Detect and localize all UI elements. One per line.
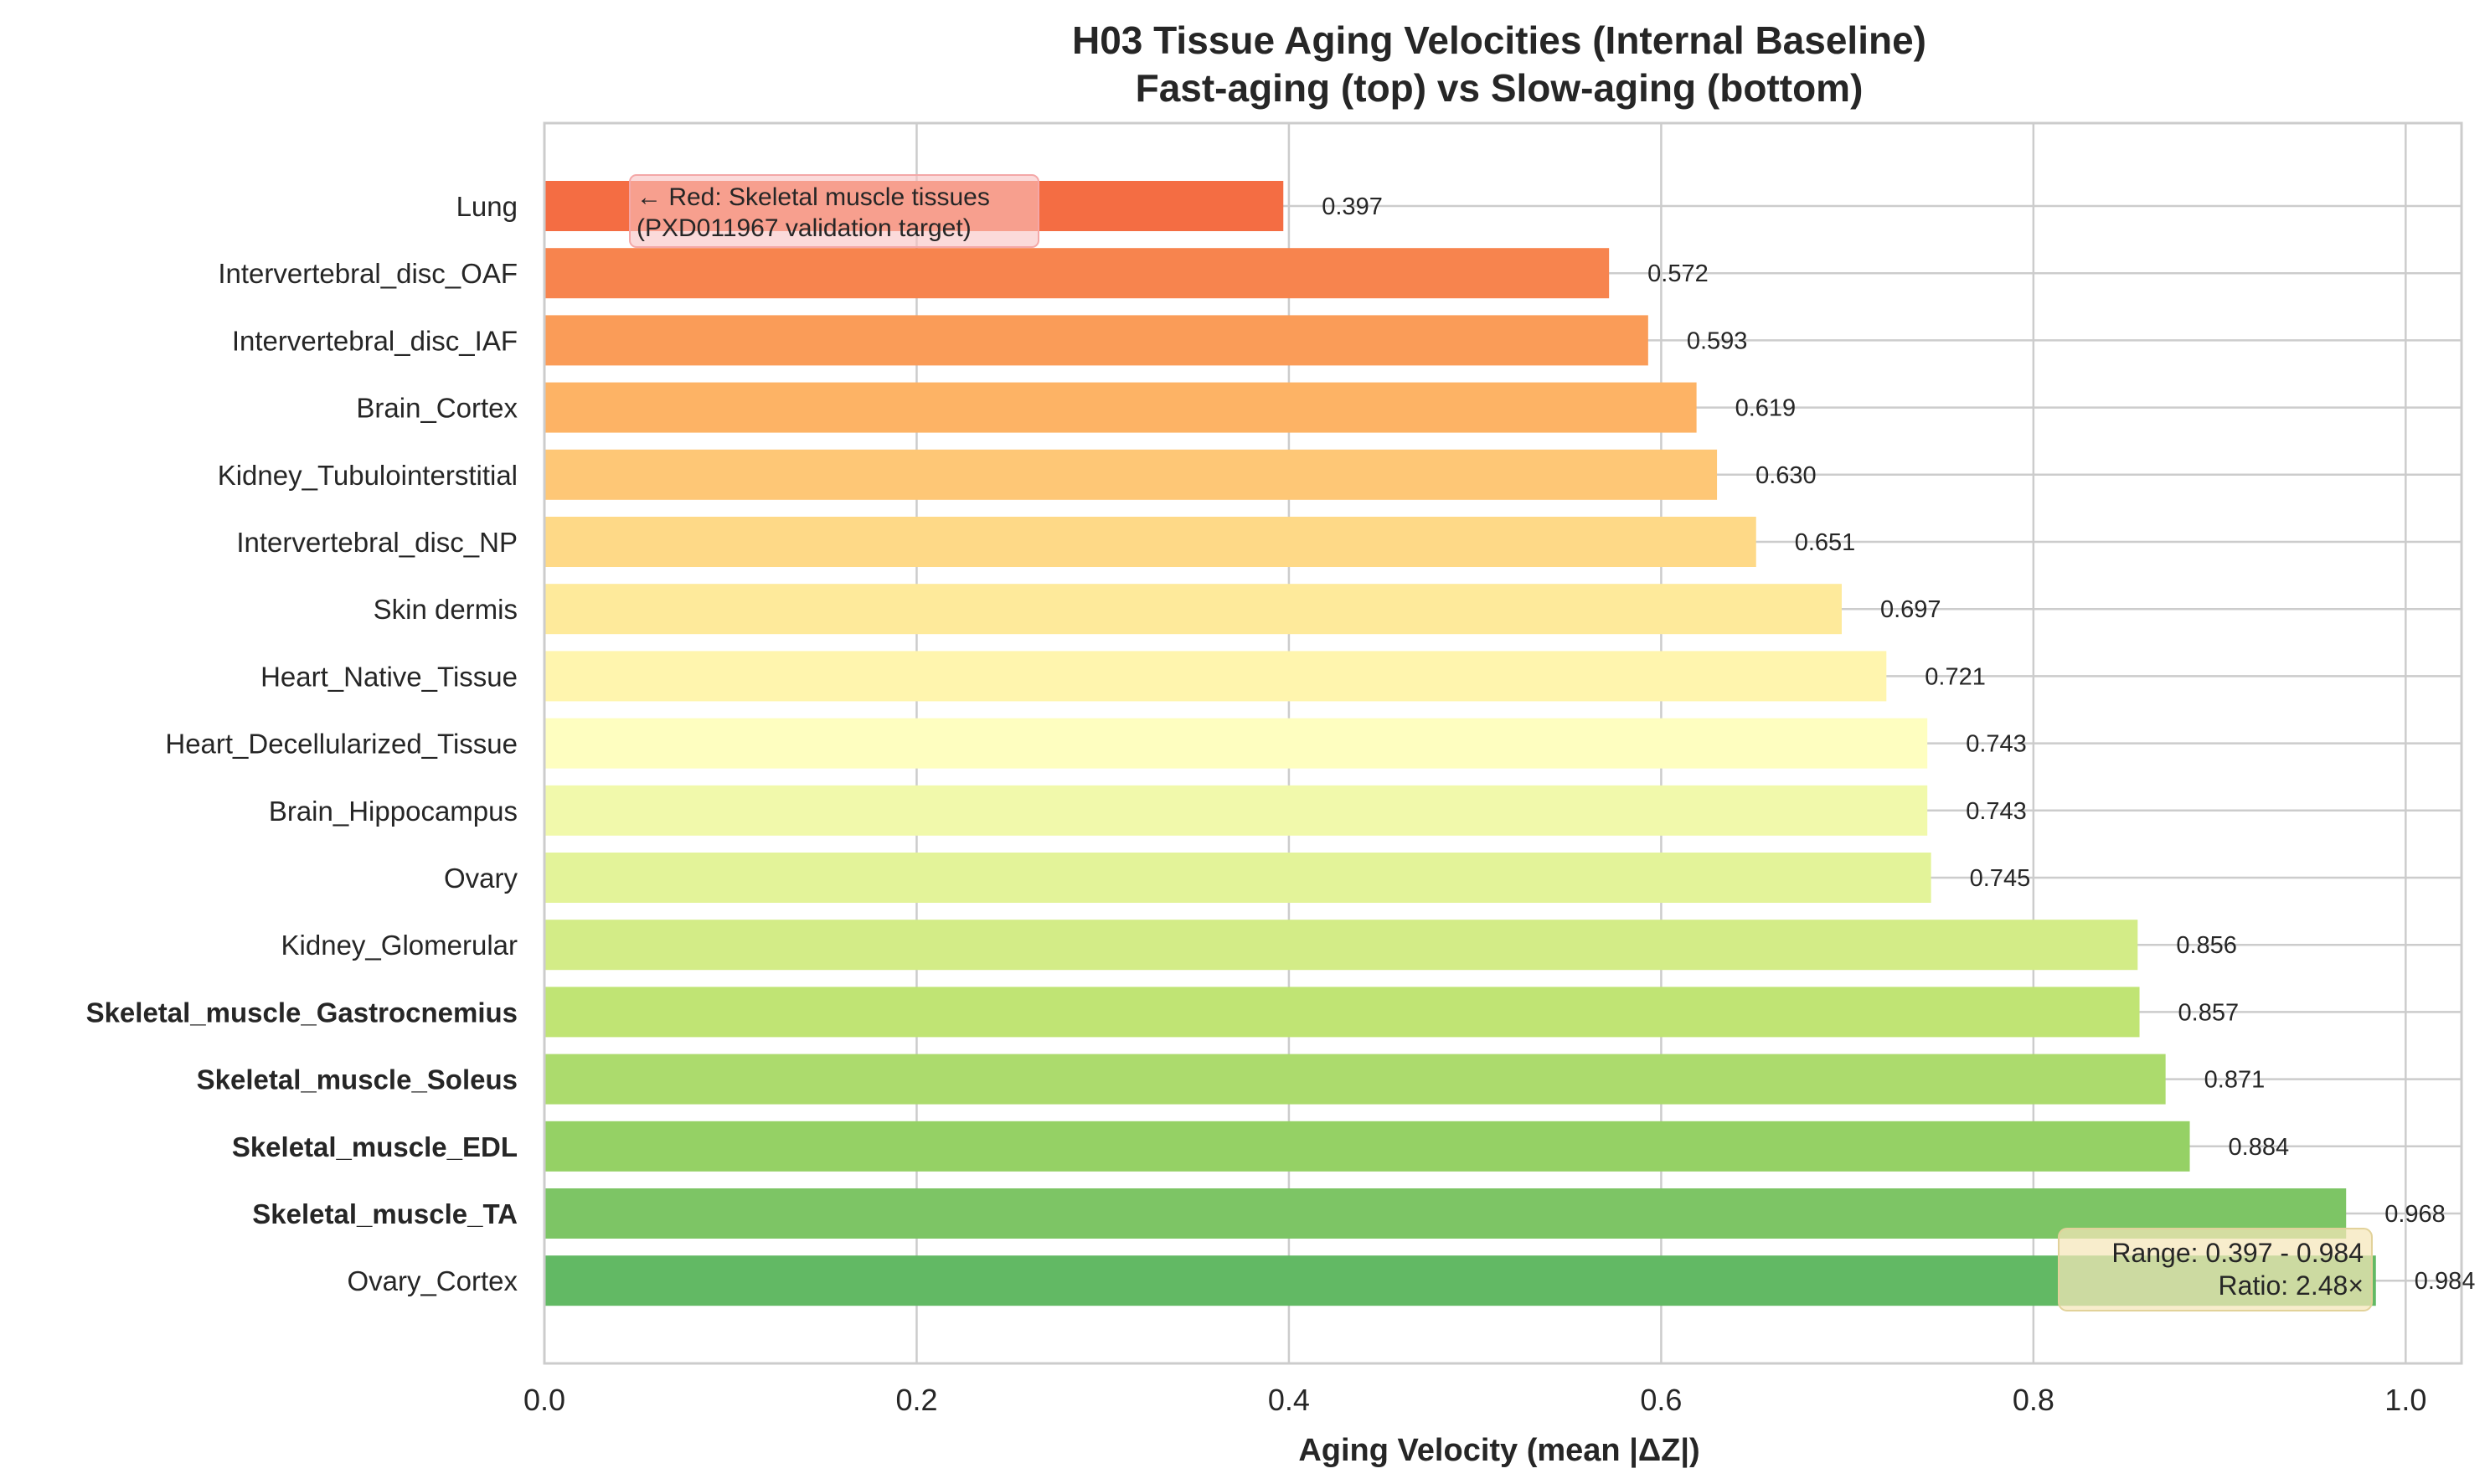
bar — [544, 248, 1610, 299]
category-label: Intervertebral_disc_NP — [236, 527, 518, 558]
value-label: 0.984 — [2415, 1268, 2476, 1295]
chart-title-line-1: H03 Tissue Aging Velocities (Internal Ba… — [1072, 18, 1926, 62]
annotation-ratio: Ratio: 2.48× — [2219, 1270, 2364, 1301]
x-tick-label: 0.0 — [523, 1383, 565, 1417]
category-label: Lung — [456, 191, 518, 222]
annotation-range: Range: 0.397 - 0.984 — [2111, 1238, 2364, 1268]
category-label: Ovary — [444, 863, 518, 894]
value-label: 0.572 — [1647, 260, 1709, 287]
bar — [544, 718, 1928, 769]
annotation-range-ratio: Range: 0.397 - 0.984 Ratio: 2.48× — [2058, 1228, 2373, 1311]
category-label: Skeletal_muscle_Soleus — [197, 1064, 518, 1095]
bar — [544, 517, 1756, 567]
x-tick-label: 0.4 — [1268, 1383, 1310, 1417]
annotation-top-line-1: ← Red: Skeletal muscle tissues — [637, 183, 990, 211]
x-tick-label: 0.8 — [2013, 1383, 2054, 1417]
category-label: Ovary_Cortex — [347, 1265, 518, 1296]
bar — [544, 449, 1718, 500]
category-label: Skeletal_muscle_EDL — [232, 1131, 518, 1162]
value-label: 0.619 — [1735, 395, 1797, 422]
value-label: 0.743 — [1966, 731, 2027, 758]
x-tick-label: 1.0 — [2384, 1383, 2426, 1417]
category-label: Skeletal_muscle_Gastrocnemius — [86, 997, 518, 1028]
value-label: 0.721 — [1925, 663, 1986, 690]
value-labels: 0.397 0.572 0.593 0.619 0.630 0.651 0.697 0.721… — [1322, 193, 2475, 1295]
category-label: Heart_Decellularized_Tissue — [165, 729, 518, 760]
category-label: Kidney_Glomerular — [281, 930, 518, 961]
plot-frame — [543, 121, 2463, 1365]
x-tick-labels: 0.0 0.2 0.4 0.6 0.8 1.0 — [523, 1383, 2426, 1417]
bar — [544, 987, 2140, 1038]
category-label: Brain_Cortex — [356, 393, 518, 424]
category-label: Intervertebral_disc_IAF — [232, 325, 518, 356]
annotation-box-bottom — [2058, 1228, 2373, 1311]
bar — [544, 853, 1931, 903]
value-label: 0.630 — [1755, 462, 1817, 489]
x-tick-label: 0.2 — [895, 1383, 937, 1417]
value-label: 0.857 — [2178, 999, 2240, 1026]
category-label: Skeletal_muscle_TA — [252, 1198, 518, 1229]
annotation-top-line-2: (PXD011967 validation target) — [637, 214, 972, 242]
value-label: 0.697 — [1880, 596, 1941, 623]
bar — [544, 651, 1887, 702]
chart-title-line-2: Fast-aging (top) vs Slow-aging (bottom) — [1136, 66, 1864, 110]
category-label: Skin dermis — [374, 594, 518, 625]
value-label: 0.884 — [2229, 1134, 2290, 1161]
category-label: Intervertebral_disc_OAF — [218, 258, 518, 289]
category-labels: Lung Intervertebral_disc_OAF Intervertebra… — [86, 191, 518, 1296]
bar — [544, 382, 1697, 433]
bar — [544, 785, 1928, 836]
bar — [544, 920, 2138, 971]
bar — [544, 1054, 2166, 1105]
value-label: 0.743 — [1966, 798, 2027, 825]
value-label: 0.968 — [2384, 1201, 2446, 1228]
value-label: 0.593 — [1687, 327, 1748, 354]
category-label: Brain_Hippocampus — [269, 796, 518, 827]
category-label: Kidney_Tubulointerstitial — [218, 460, 518, 491]
annotation-skeletal-muscle: ← Red: Skeletal muscle tissues (PXD01196… — [629, 174, 1039, 248]
bar — [544, 315, 1648, 366]
value-label: 0.745 — [1970, 865, 2031, 892]
value-label: 0.871 — [2204, 1067, 2266, 1094]
value-label: 0.856 — [2176, 932, 2237, 959]
bar — [544, 1121, 2190, 1172]
bar — [544, 584, 1842, 635]
bar — [544, 1188, 2347, 1239]
x-axis-title: Aging Velocity (mean |ΔZ|) — [1298, 1433, 1699, 1468]
value-label: 0.651 — [1795, 529, 1856, 556]
annotation-box-top — [629, 174, 1039, 248]
value-label: 0.397 — [1322, 193, 1383, 220]
category-label: Heart_Native_Tissue — [260, 661, 518, 692]
x-tick-label: 0.6 — [1640, 1383, 1682, 1417]
